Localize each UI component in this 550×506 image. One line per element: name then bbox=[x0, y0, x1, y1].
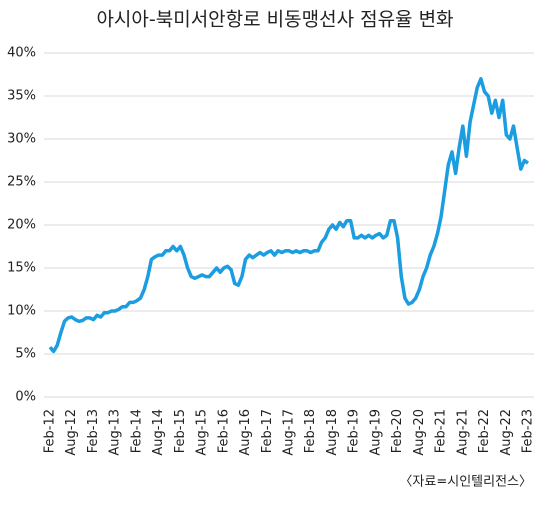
y-tick-label: 10% bbox=[7, 304, 36, 319]
y-tick-label: 15% bbox=[7, 261, 36, 276]
x-tick-label: Aug-13 bbox=[108, 409, 123, 456]
x-tick-label: Aug-14 bbox=[151, 409, 166, 456]
x-tick-label: Feb-21 bbox=[434, 409, 449, 453]
x-tick-label: Feb-22 bbox=[477, 409, 492, 453]
y-tick-label: 0% bbox=[15, 390, 36, 405]
x-tick-label: Feb-23 bbox=[521, 409, 536, 453]
y-tick-label: 35% bbox=[7, 89, 36, 104]
x-tick-label: Aug-16 bbox=[238, 409, 253, 456]
x-tick-label: Aug-21 bbox=[455, 409, 470, 456]
x-tick-label: Aug-15 bbox=[195, 409, 210, 456]
x-tick-label: Feb-12 bbox=[43, 409, 58, 453]
y-tick-label: 30% bbox=[7, 132, 36, 147]
x-tick-label: Feb-13 bbox=[86, 409, 101, 453]
x-tick-label: Aug-20 bbox=[412, 409, 427, 456]
data-line bbox=[48, 77, 530, 354]
x-tick-label: Aug-22 bbox=[499, 409, 514, 456]
y-tick-label: 20% bbox=[7, 218, 36, 233]
source-note: 〈자료=시인텔리전스〉 bbox=[399, 475, 532, 490]
x-tick-label: Feb-16 bbox=[216, 409, 231, 453]
x-tick-label: Aug-17 bbox=[282, 409, 297, 456]
x-tick-label: Feb-20 bbox=[390, 409, 405, 453]
x-tick-label: Feb-15 bbox=[173, 409, 188, 453]
x-tick-label: Feb-19 bbox=[347, 409, 362, 453]
x-tick-label: Aug-12 bbox=[64, 409, 79, 456]
chart-title: 아시아-북미서안항로 비동맹선사 점유율 변화 bbox=[96, 9, 453, 31]
y-tick-label: 40% bbox=[7, 46, 36, 61]
y-tick-label: 25% bbox=[7, 175, 36, 190]
y-tick-label: 5% bbox=[15, 347, 36, 362]
x-tick-label: Feb-14 bbox=[129, 409, 144, 453]
x-tick-label: Aug-19 bbox=[368, 409, 383, 456]
x-tick-label: Feb-18 bbox=[303, 409, 318, 453]
x-tick-label: Feb-17 bbox=[260, 409, 275, 453]
x-tick-label: Aug-18 bbox=[325, 409, 340, 456]
